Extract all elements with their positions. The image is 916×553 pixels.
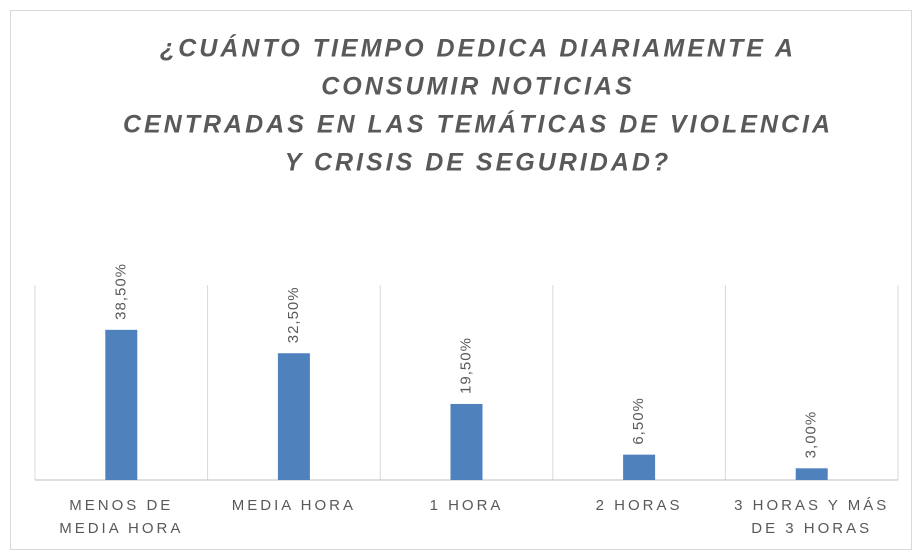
x-tick-label: 3 HORAS Y MÁS DE 3 HORAS (734, 497, 890, 537)
data-label: 19,50% (457, 337, 474, 394)
chart-title: CONSUMIR NOTICIAS (321, 73, 635, 101)
chart-title: Y CRISIS DE SEGURIDAD? (285, 149, 671, 177)
data-label: 38,50% (112, 263, 129, 320)
bar (623, 454, 656, 480)
data-label: 3,00% (803, 411, 820, 459)
chart-title: ¿CUÁNTO TIEMPO DEDICA DIARIAMENTE A (160, 34, 796, 63)
x-tick-label: 1 HORA (429, 497, 504, 514)
bar (277, 353, 310, 480)
bar (105, 329, 138, 480)
x-tick-label: MEDIA HORA (231, 497, 356, 514)
data-label: 6,50% (630, 397, 647, 445)
bar (795, 468, 828, 480)
x-tick-label: 2 HORAS (595, 497, 683, 514)
x-tick-label: MENOS DE MEDIA HORA (59, 497, 184, 537)
bar (450, 403, 483, 480)
chart-title: CENTRADAS EN LAS TEMÁTICAS DE VIOLENCIA (123, 110, 833, 139)
data-label: 32,50% (285, 286, 302, 343)
